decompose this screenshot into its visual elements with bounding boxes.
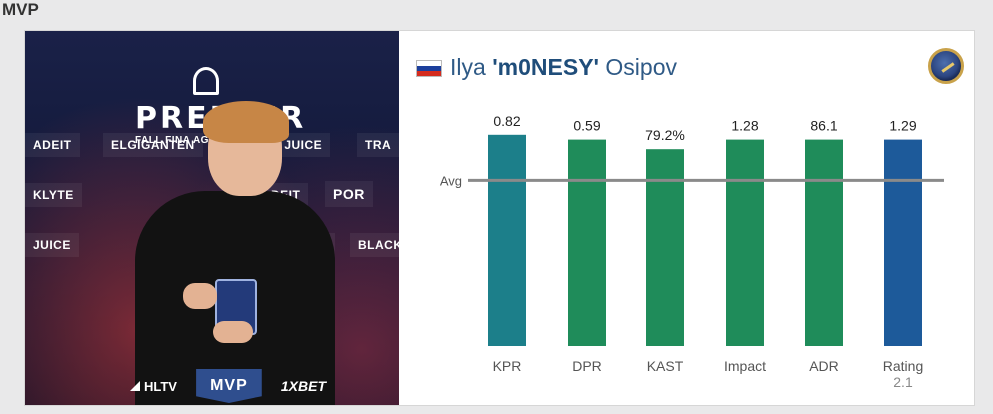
player-last-name: Osipov [605,54,677,80]
sponsor-logo: POR [325,181,373,207]
hltv-logo: HLTV [120,379,177,394]
player-first-name: Ilya [450,54,486,80]
sponsor-logo: TRA [357,133,399,157]
stat-value-label: 0.59 [573,118,600,134]
stat-category-label: Impact [724,358,766,374]
stat-category-label: DPR [572,358,602,374]
russia-flag-icon [416,60,442,77]
player-name[interactable]: Ilya 'm0NESY' Osipov [450,54,677,81]
player-photo: PREMIER FALL FINA AGEN ADEIT ELGIGANTEN … [25,31,399,405]
sponsor-logo: KLYTE [25,183,82,207]
stat-bar-adr[interactable] [805,139,843,346]
blast-logo-icon [193,67,219,95]
sponsor-logo: JUICE [25,233,79,257]
stat-value-label: 79.2% [645,127,685,143]
player-hand [213,321,253,343]
stat-value-label: 86.1 [810,118,837,134]
mvp-badge-bar: HLTV MVP 1XBET [120,367,330,405]
player-hand [183,283,217,309]
event-subtitle: FALL FINA AGEN [135,135,224,146]
stat-bar-impact[interactable] [726,139,764,346]
sponsor-logo: BLACK [350,233,399,257]
avg-label: Avg [440,173,462,188]
mvp-badge: MVP [196,369,262,403]
stat-value-label: 1.28 [731,118,758,134]
stat-category-label: ADR [809,358,839,374]
mvp-medal-icon [928,48,964,84]
stat-category-label: KAST [647,358,684,374]
stat-bar-dpr[interactable] [568,139,606,346]
hltv-label: HLTV [144,378,177,394]
stat-bar-kast[interactable] [646,149,684,346]
player-hair [203,101,289,143]
stat-bar-rating-2-1[interactable] [884,139,922,346]
player-nickname: 'm0NESY' [492,54,600,80]
stat-category-label: Rating [883,358,923,374]
sponsor-logo: ELGIGANTEN [103,133,203,157]
stat-bar-kpr[interactable] [488,134,526,346]
stat-value-label: 0.82 [493,113,520,129]
stat-category-label: 2.1 [893,374,913,390]
sponsor-logo: ADEIT [25,133,80,157]
hltv-mark-icon [130,381,140,391]
sponsor-1xbet-logo: 1XBET [280,378,326,394]
section-title: MVP [2,0,39,19]
stat-value-label: 1.29 [889,118,916,134]
stat-category-label: KPR [493,358,522,374]
